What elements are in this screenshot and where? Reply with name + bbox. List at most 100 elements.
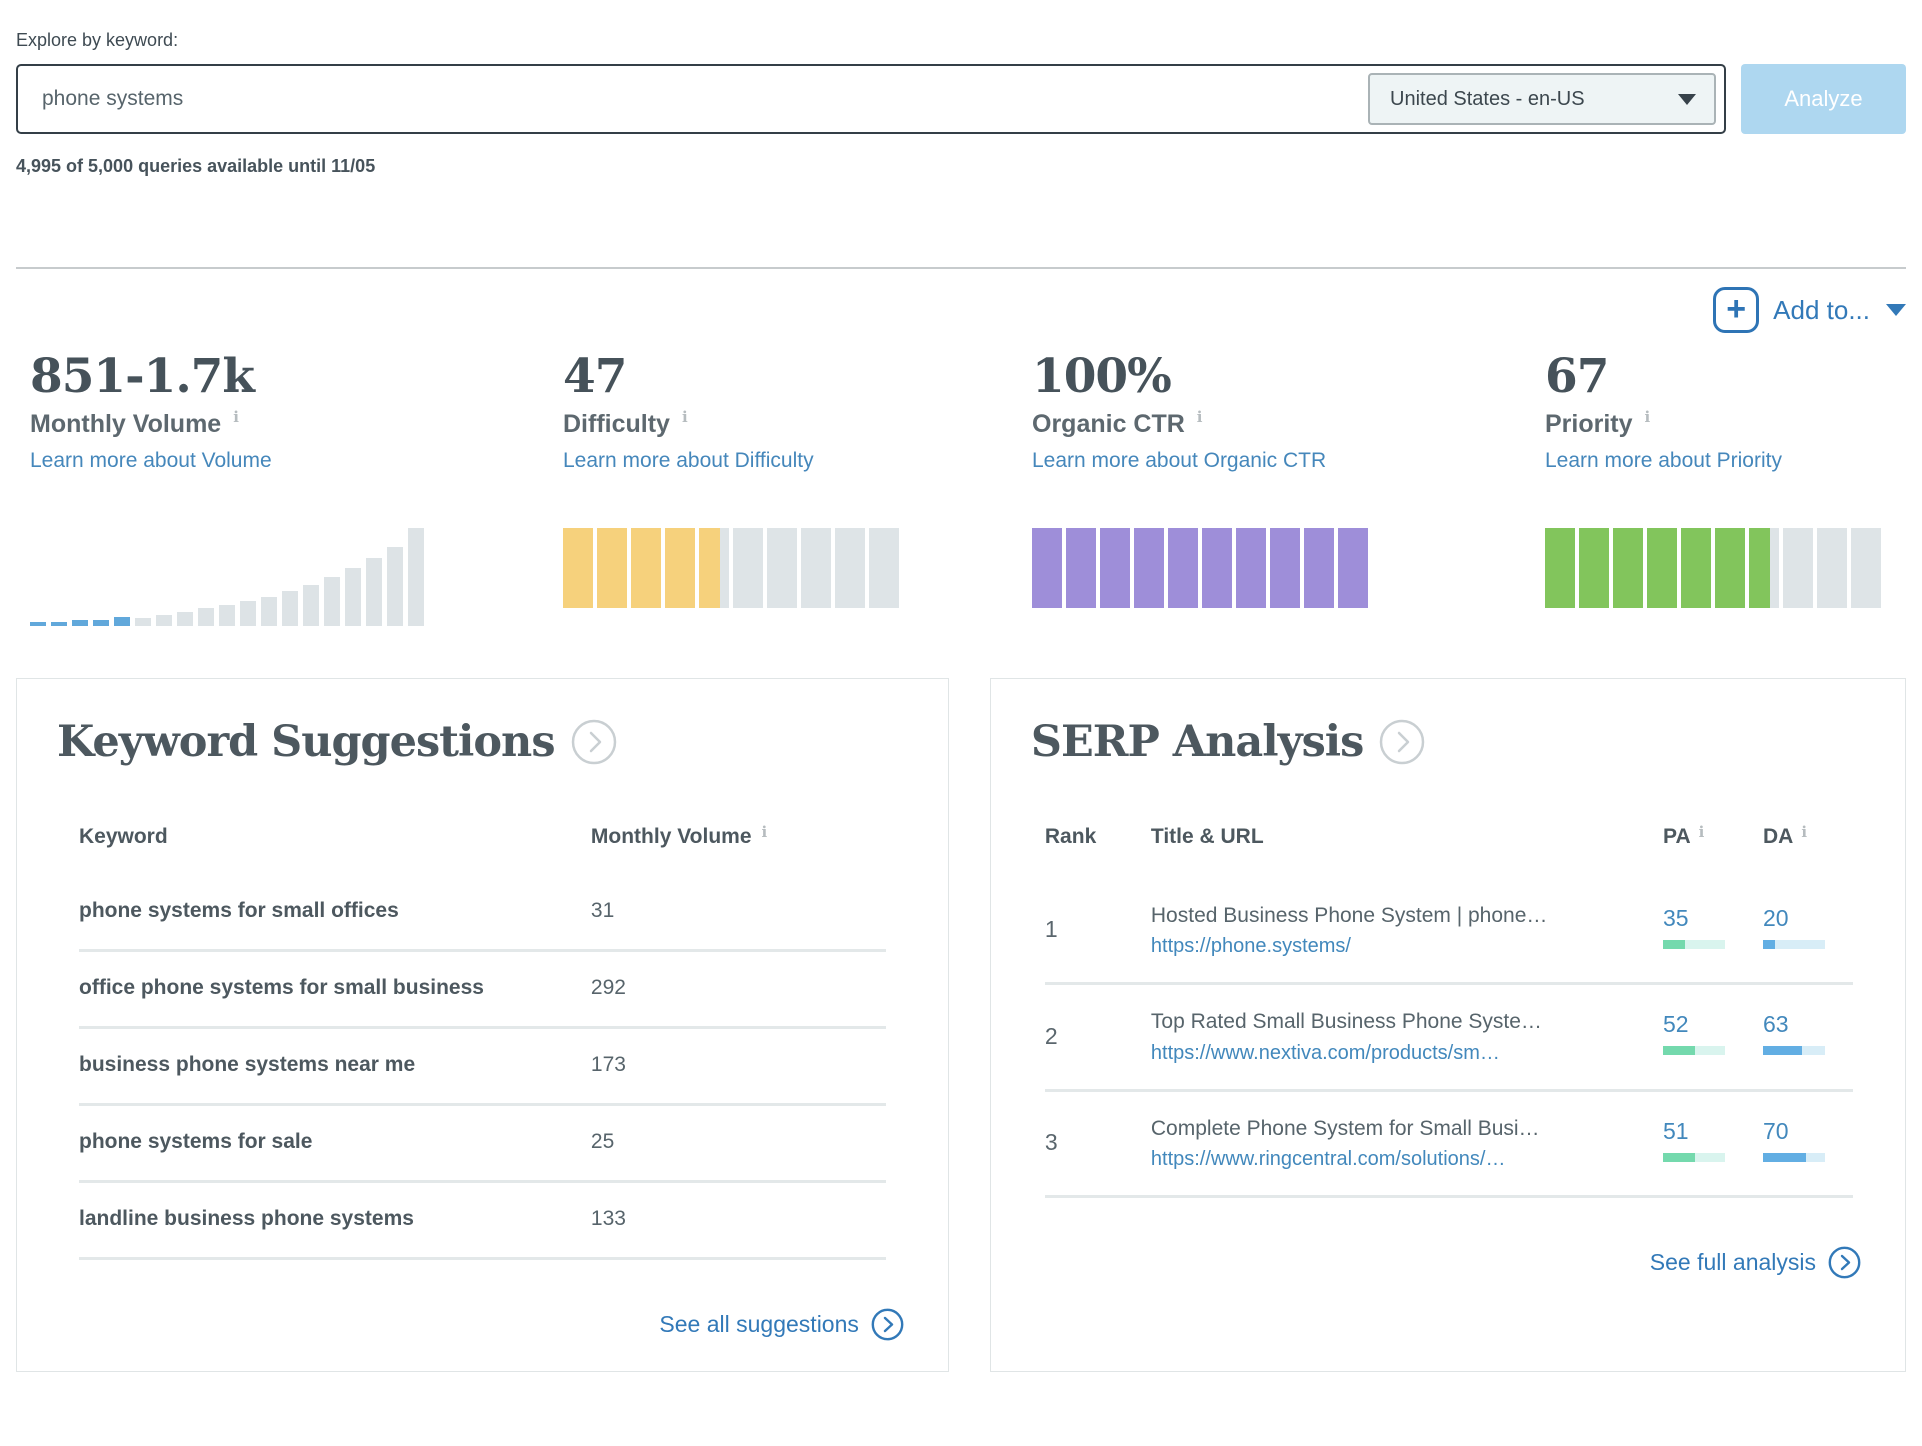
monthly-volume-column-header: Monthly Volume <box>590 825 752 848</box>
pa-score-cell: 35 <box>1663 905 1763 949</box>
serp-result-url[interactable]: https://www.nextiva.com/products/sm… <box>1150 1041 1500 1064</box>
gauge-segment <box>1681 528 1711 608</box>
monthly-volume-label: Monthly Volume <box>30 410 222 438</box>
gauge-segment <box>699 528 729 608</box>
metrics-row: 851-1.7k Monthly Volume i Learn more abo… <box>16 349 1906 626</box>
volume-bar <box>72 620 88 626</box>
info-icon[interactable]: i <box>1644 408 1651 426</box>
gauge-segment <box>597 528 627 608</box>
open-keyword-suggestions-icon[interactable] <box>571 719 617 765</box>
gauge-segment <box>563 528 593 608</box>
serp-result-row[interactable]: 2 Top Rated Small Business Phone Syste… … <box>1044 982 1853 1088</box>
metric-priority: 67 Priority i Learn more about Priority <box>1545 349 1906 626</box>
da-column-header: DA <box>1763 825 1794 848</box>
pa-score-bar <box>1663 1046 1725 1056</box>
suggested-keyword-volume: 25 <box>590 1130 615 1153</box>
serp-result-title: Hosted Business Phone System | phone… <box>1150 904 1548 927</box>
gauge-segment <box>1613 528 1643 608</box>
locale-dropdown[interactable]: United States - en-US <box>1368 73 1716 125</box>
info-icon[interactable]: i <box>1801 823 1808 841</box>
serp-rank: 2 <box>1044 1022 1058 1049</box>
gauge-segment <box>1270 528 1300 608</box>
da-score-cell: 70 <box>1763 1118 1853 1162</box>
arrow-circle-icon <box>1828 1246 1861 1279</box>
keyword-suggestion-row[interactable]: phone systems for small offices 31 <box>79 875 886 949</box>
keyword-suggestions-table: Keyword Monthly Volume i phone systems f… <box>57 823 908 1260</box>
serp-result-row[interactable]: 1 Hosted Business Phone System | phone… … <box>1045 879 1853 982</box>
keyword-suggestions-rows: phone systems for small offices 31 offic… <box>79 875 886 1260</box>
info-icon[interactable]: i <box>1698 823 1705 841</box>
da-score-bar <box>1763 1046 1825 1056</box>
serp-result-url[interactable]: https://www.ringcentral.com/solutions/… <box>1150 1148 1506 1171</box>
da-score-bar <box>1763 1152 1825 1162</box>
priority-gauge <box>1545 528 1906 608</box>
serp-rank: 3 <box>1044 1129 1058 1156</box>
metric-organic-ctr: 100% Organic CTR i Learn more about Orga… <box>1032 349 1545 626</box>
info-icon[interactable]: i <box>233 408 239 426</box>
volume-bar <box>51 622 67 626</box>
serp-result-row[interactable]: 3 Complete Phone System for Small Busi… … <box>1044 1088 1853 1199</box>
serp-result-title: Top Rated Small Business Phone Syste… <box>1150 1010 1542 1034</box>
add-to-row: + Add to... <box>16 287 1906 333</box>
keyword-suggestion-row[interactable]: business phone systems near me 173 <box>79 1026 886 1103</box>
keyword-suggestion-row[interactable]: landline business phone systems 133 <box>79 1180 886 1260</box>
volume-bar <box>408 528 424 626</box>
keyword-suggestion-row[interactable]: office phone systems for small business … <box>79 949 886 1026</box>
info-icon[interactable]: i <box>761 823 768 841</box>
gauge-segment <box>1338 528 1368 608</box>
volume-bar <box>198 608 214 626</box>
learn-more-priority-link[interactable]: Learn more about Priority <box>1545 449 1782 472</box>
see-full-analysis-link[interactable]: See full analysis <box>1650 1246 1861 1279</box>
pa-score-bar <box>1663 1152 1725 1162</box>
organic-ctr-label: Organic CTR <box>1032 410 1185 438</box>
open-serp-analysis-icon[interactable] <box>1379 719 1425 765</box>
metric-monthly-volume: 851-1.7k Monthly Volume i Learn more abo… <box>30 349 563 626</box>
gauge-segment <box>733 528 763 608</box>
gauge-segment <box>1647 528 1677 608</box>
pa-score: 35 <box>1663 905 1689 931</box>
add-to-label: Add to... <box>1773 294 1870 325</box>
query-quota-text: 4,995 of 5,000 queries available until 1… <box>16 156 376 176</box>
info-icon[interactable]: i <box>1196 408 1203 426</box>
volume-bar <box>366 558 382 626</box>
monthly-volume-value: 851-1.7k <box>30 349 255 404</box>
monthly-volume-histogram <box>30 528 563 626</box>
keyword-suggestion-row[interactable]: phone systems for sale 25 <box>79 1103 886 1180</box>
pa-score: 51 <box>1663 1117 1689 1144</box>
gauge-segment <box>1304 528 1334 608</box>
volume-bar <box>261 597 277 626</box>
keyword-suggestions-panel: Keyword Suggestions Keyword Monthly Volu… <box>16 678 949 1372</box>
gauge-segment <box>665 528 695 608</box>
pa-score: 52 <box>1663 1011 1689 1038</box>
suggested-keyword-volume: 292 <box>590 976 626 999</box>
volume-bar <box>219 605 235 626</box>
priority-value: 67 <box>1545 349 1609 404</box>
see-all-suggestions-link[interactable]: See all suggestions <box>659 1308 904 1341</box>
gauge-segment <box>1168 528 1198 608</box>
add-to-button[interactable]: + Add to... <box>1713 287 1906 333</box>
gauge-segment <box>1202 528 1232 608</box>
chevron-down-icon <box>1678 93 1696 105</box>
gauge-segment <box>801 528 831 608</box>
organic-ctr-value: 100% <box>1032 349 1172 404</box>
learn-more-volume-link[interactable]: Learn more about Volume <box>30 449 272 472</box>
serp-result-url[interactable]: https://phone.systems/ <box>1150 935 1351 958</box>
rank-column-header: Rank <box>1044 825 1097 848</box>
metric-difficulty: 47 Difficulty i Learn more about Difficu… <box>563 349 1032 626</box>
gauge-segment <box>631 528 661 608</box>
learn-more-difficulty-link[interactable]: Learn more about Difficulty <box>563 449 814 472</box>
suggested-keyword: business phone systems near me <box>79 1053 416 1076</box>
info-icon[interactable]: i <box>681 408 688 426</box>
suggested-keyword-volume: 31 <box>590 899 615 922</box>
da-score: 70 <box>1763 1117 1789 1144</box>
gauge-segment <box>869 528 899 608</box>
keyword-input[interactable] <box>18 66 1368 132</box>
search-row: United States - en-US Analyze <box>16 64 1906 134</box>
locale-dropdown-value: United States - en-US <box>1390 87 1585 110</box>
volume-bar <box>177 612 193 626</box>
gauge-segment <box>1817 528 1847 608</box>
learn-more-organic-ctr-link[interactable]: Learn more about Organic CTR <box>1032 449 1327 472</box>
gauge-segment <box>1749 528 1779 608</box>
gauge-segment <box>835 528 865 608</box>
analyze-button[interactable]: Analyze <box>1741 64 1906 134</box>
